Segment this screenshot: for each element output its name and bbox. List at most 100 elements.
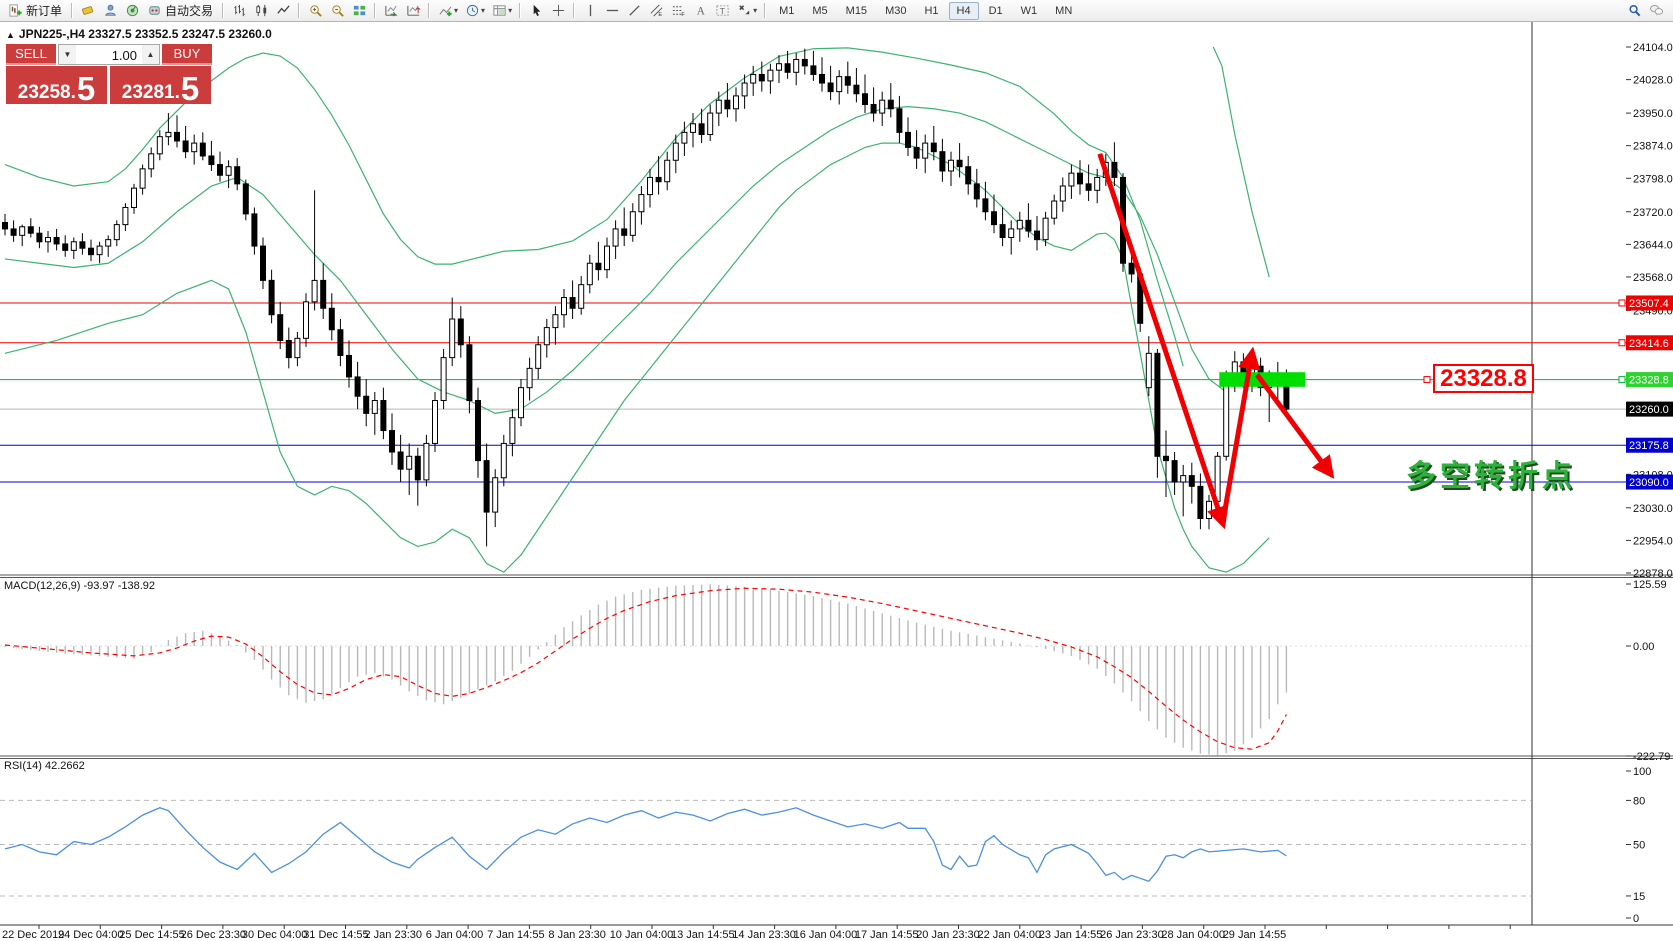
candle-chart-icon[interactable] — [250, 2, 272, 20]
buy-button[interactable]: BUY — [162, 44, 212, 65]
svg-text:15: 15 — [1633, 891, 1645, 903]
tf-button-m30[interactable]: M30 — [877, 2, 914, 20]
chart-shift-icon[interactable] — [402, 2, 424, 20]
zoom-out-icon[interactable] — [326, 2, 348, 20]
svg-text:23644.0: 23644.0 — [1633, 239, 1673, 251]
tf-button-m1[interactable]: M1 — [771, 2, 802, 20]
tf-button-m5[interactable]: M5 — [804, 2, 835, 20]
svg-text:7 Jan 14:55: 7 Jan 14:55 — [487, 929, 544, 941]
arrows-objects-icon[interactable] — [733, 2, 755, 20]
svg-text:22954.0: 22954.0 — [1633, 535, 1673, 547]
tf-button-m15[interactable]: M15 — [838, 2, 875, 20]
svg-text:31 Dec 14:55: 31 Dec 14:55 — [303, 929, 368, 941]
volume-increase-button[interactable]: ▲ — [142, 45, 159, 64]
autotrading-label[interactable]: 自动交易 — [165, 4, 214, 18]
macd-label: MACD(12,26,9) -93.97 -138.92 — [4, 580, 156, 592]
tile-windows-icon[interactable] — [348, 2, 370, 20]
sell-button[interactable]: SELL — [6, 44, 56, 65]
svg-text:23328.8: 23328.8 — [1629, 375, 1669, 387]
vertical-line-icon[interactable] — [579, 2, 601, 20]
trendline-icon[interactable] — [623, 2, 645, 20]
svg-text:23798.0: 23798.0 — [1633, 173, 1673, 185]
equidistant-channel-icon[interactable]: E — [645, 2, 667, 20]
svg-text:23414.6: 23414.6 — [1629, 338, 1669, 350]
tf-button-d1[interactable]: D1 — [981, 2, 1011, 20]
svg-text:22 Jan 04:00: 22 Jan 04:00 — [978, 929, 1042, 941]
zoom-in-icon[interactable] — [304, 2, 326, 20]
separator — [519, 3, 522, 18]
tf-button-h4[interactable]: H4 — [948, 1, 979, 20]
separator — [764, 3, 767, 18]
text-icon[interactable]: A — [689, 2, 711, 20]
line-chart-icon[interactable] — [272, 2, 294, 20]
svg-text:24 Dec 04:00: 24 Dec 04:00 — [58, 929, 123, 941]
svg-text:20 Jan 23:30: 20 Jan 23:30 — [916, 929, 980, 941]
svg-text:0.00: 0.00 — [1633, 641, 1654, 653]
svg-text:26 Dec 23:30: 26 Dec 23:30 — [181, 929, 246, 941]
crosshair-icon[interactable] — [547, 2, 569, 20]
buy-price-display[interactable]: 23281. 5 — [110, 66, 211, 107]
sell-price-big-digit: 5 — [76, 69, 96, 107]
svg-text:23 Jan 14:55: 23 Jan 14:55 — [1039, 929, 1103, 941]
svg-text:E: E — [658, 12, 662, 18]
fibonacci-icon[interactable]: F — [667, 2, 689, 20]
templates-icon[interactable] — [488, 2, 510, 20]
svg-text:22878.0: 22878.0 — [1633, 568, 1673, 580]
timeframe-group: M1 M5 M15 M30 H1 H4 D1 W1 MN — [770, 1, 1081, 20]
auto-scroll-icon[interactable] — [380, 2, 402, 20]
svg-text:80: 80 — [1633, 795, 1645, 807]
data-window-icon[interactable] — [77, 2, 99, 20]
svg-text:23090.0: 23090.0 — [1629, 477, 1669, 489]
svg-text:-222.79: -222.79 — [1633, 751, 1670, 763]
separator — [374, 3, 377, 18]
profile-icon[interactable] — [99, 2, 121, 20]
volume-decrease-button[interactable]: ▼ — [59, 45, 76, 64]
svg-text:14 Jan 23:30: 14 Jan 23:30 — [732, 929, 796, 941]
buy-price-main: 23281. — [121, 82, 180, 103]
svg-text:23507.4: 23507.4 — [1629, 298, 1669, 310]
svg-text:23030.0: 23030.0 — [1633, 503, 1673, 515]
sell-price-main: 23258. — [17, 82, 76, 103]
tf-button-w1[interactable]: W1 — [1013, 2, 1046, 20]
buy-price-big-digit: 5 — [180, 69, 200, 107]
svg-text:16 Jan 04:00: 16 Jan 04:00 — [794, 929, 858, 941]
tf-button-h1[interactable]: H1 — [916, 2, 946, 20]
svg-text:23720.0: 23720.0 — [1633, 207, 1673, 219]
text-label-icon[interactable]: T — [711, 2, 733, 20]
volume-stepper: ▼ 1.00 ▲ — [58, 44, 160, 65]
rsi-label: RSI(14) 42.2662 — [4, 760, 85, 772]
separator — [222, 3, 225, 18]
periods-icon[interactable] — [461, 2, 483, 20]
search-icon[interactable] — [1623, 2, 1645, 20]
svg-text:T: T — [719, 6, 724, 16]
tf-button-mn[interactable]: MN — [1047, 2, 1080, 20]
indicators-caret-icon[interactable]: ▾ — [454, 6, 459, 15]
market-radar-icon[interactable] — [121, 2, 143, 20]
price-annotation-box[interactable]: 23328.8 — [1433, 364, 1534, 393]
periods-caret-icon[interactable]: ▾ — [481, 6, 486, 15]
volume-value[interactable]: 1.00 — [111, 48, 137, 63]
new-order-label[interactable]: 新订单 — [26, 4, 63, 18]
cursor-icon[interactable] — [525, 2, 547, 20]
arrows-objects-caret-icon[interactable]: ▾ — [753, 6, 758, 15]
autotrading-icon[interactable] — [143, 2, 165, 20]
separator — [71, 3, 74, 18]
turning-point-annotation[interactable]: 多空转折点 — [1406, 460, 1576, 493]
svg-text:28 Jan 04:00: 28 Jan 04:00 — [1161, 929, 1225, 941]
chat-icon[interactable] — [1645, 2, 1667, 20]
separator — [428, 3, 431, 18]
new-order-icon[interactable] — [4, 2, 26, 20]
svg-text:23874.0: 23874.0 — [1633, 141, 1673, 153]
indicators-icon[interactable] — [434, 2, 456, 20]
svg-text:F: F — [681, 12, 685, 18]
svg-text:22 Dec 2019: 22 Dec 2019 — [2, 929, 64, 941]
bar-chart-icon[interactable] — [228, 2, 250, 20]
horizontal-line-icon[interactable] — [601, 2, 623, 20]
svg-text:2 Jan 23:30: 2 Jan 23:30 — [365, 929, 423, 941]
svg-text:6 Jan 04:00: 6 Jan 04:00 — [426, 929, 484, 941]
templates-caret-icon[interactable]: ▾ — [508, 6, 513, 15]
separator — [298, 3, 301, 18]
sell-price-display[interactable]: 23258. 5 — [6, 66, 107, 107]
